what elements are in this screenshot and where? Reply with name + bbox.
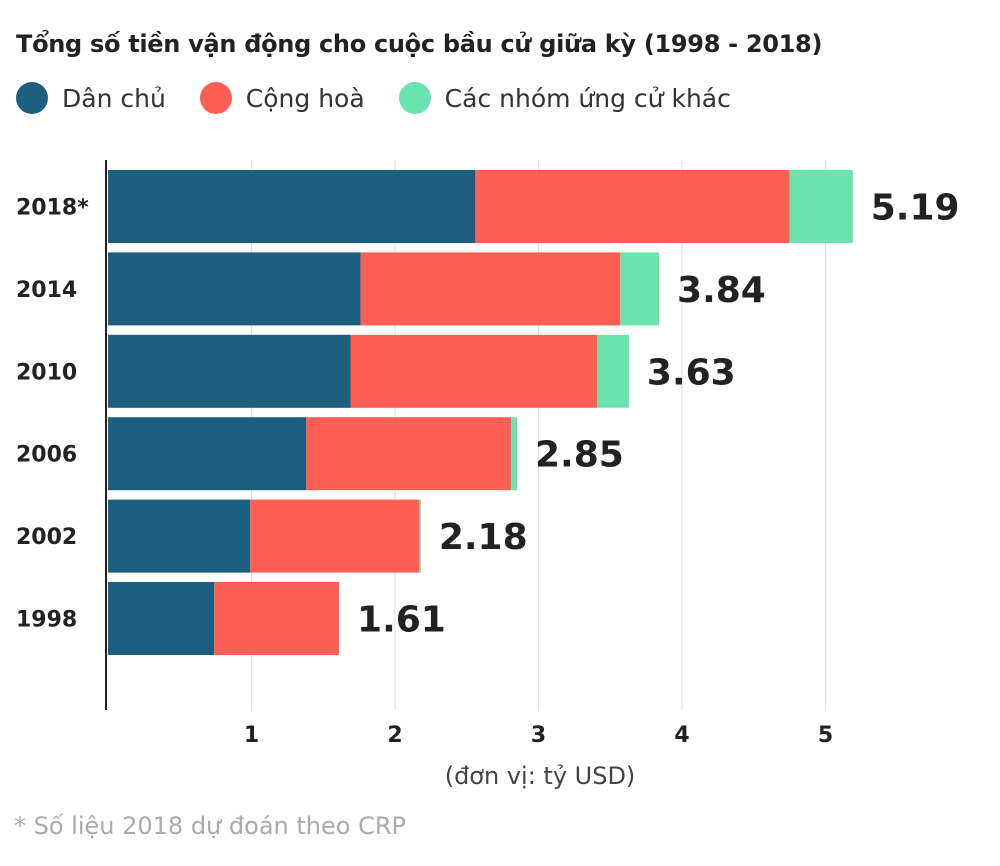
legend: Dân chủ Cộng hoà Các nhóm ứng cử khác (16, 82, 765, 114)
bar-segment (108, 334, 351, 408)
bar-segment (419, 499, 421, 573)
bar-segment (350, 334, 598, 408)
bar-segment (789, 170, 853, 243)
bar-segment (108, 582, 215, 655)
legend-label: Cộng hoà (245, 83, 365, 113)
bar-segment (108, 417, 307, 491)
bar-segment (250, 499, 420, 573)
y-tick-label: 2010 (16, 360, 77, 385)
y-tick-label: 2006 (16, 443, 77, 468)
bar-segment (214, 582, 340, 655)
bar-segment (620, 252, 660, 326)
legend-item-democrat: Dân chủ (16, 82, 166, 114)
data-label: 2.18 (439, 517, 528, 558)
data-label: 2.85 (535, 435, 624, 476)
data-label: 3.63 (647, 352, 736, 393)
legend-swatch (16, 82, 48, 114)
legend-item-republican: Cộng hoà (199, 82, 365, 114)
bar-segment (475, 170, 790, 243)
data-label: 5.19 (871, 188, 960, 229)
y-tick-label: 2002 (16, 525, 77, 550)
footnote: * Số liệu 2018 dự đoán theo CRP (14, 812, 406, 840)
bar-segment (108, 499, 251, 573)
bar-segment (597, 334, 629, 408)
bar-segment (108, 252, 361, 326)
bar-segment (306, 417, 512, 491)
bar-segment (108, 170, 476, 243)
legend-item-other: Các nhóm ứng cử khác (398, 82, 731, 114)
y-tick-label: 1998 (16, 608, 77, 633)
x-axis-label: (đơn vị: tỷ USD) (444, 762, 636, 790)
chart-title: Tổng số tiền vận động cho cuộc bầu cử gi… (16, 30, 823, 58)
legend-label: Các nhóm ứng cử khác (444, 83, 731, 113)
legend-swatch (199, 82, 232, 114)
x-tick-label: 5 (818, 723, 833, 748)
bar-segment (511, 417, 517, 491)
y-tick-label: 2014 (16, 278, 77, 303)
x-tick-label: 3 (531, 723, 546, 748)
x-tick-label: 4 (674, 723, 689, 748)
legend-label: Dân chủ (62, 83, 166, 113)
x-tick-label: 1 (244, 723, 259, 748)
legend-swatch (398, 82, 431, 114)
data-label: 1.61 (357, 600, 446, 641)
x-tick-label: 2 (387, 723, 402, 748)
bar-segment (360, 252, 621, 326)
data-label: 3.84 (677, 270, 766, 311)
y-tick-label: 2018* (16, 196, 89, 221)
